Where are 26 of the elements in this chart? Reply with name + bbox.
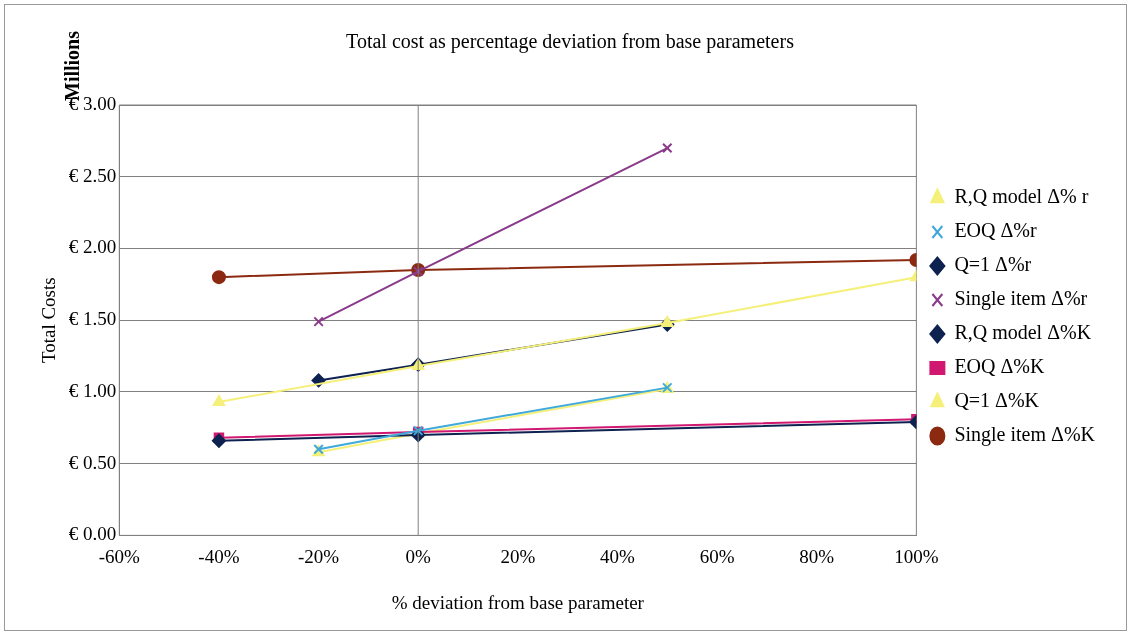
legend-label: Q=1 Δ%K [954,389,1040,412]
legend-label: Single item Δ%K [954,423,1096,447]
x-tick-label: -60% [98,545,141,567]
y-axis-title: Total Costs [38,277,60,364]
chart-title: Total cost as percentage deviation from base parameters [346,30,795,54]
legend-label: R,Q model Δ%K [954,321,1092,344]
legend-label: EOQ Δ%K [954,355,1045,378]
y-tick-label: € 2.00 [68,236,117,258]
x-tick-label: 20% [500,545,536,567]
y-tick-label: € 1.00 [68,379,117,401]
x-tick-label: -20% [297,545,340,567]
x-tick-label: 80% [799,545,835,567]
legend-label: R,Q model Δ% r [954,185,1089,208]
y-tick-label: € 0.50 [68,451,117,473]
y-tick-label: € 1.50 [68,308,117,330]
x-tick-label: 60% [699,545,735,567]
legend-label: Q=1 Δ%r [954,253,1032,276]
x-tick-label: 40% [600,545,636,567]
y-tick-label: € 2.50 [68,164,117,186]
x-tick-label: -40% [198,545,240,567]
y-tick-label: € 0.00 [68,523,117,545]
x-tick-label: 100% [894,545,939,567]
legend-label: EOQ Δ%r [954,219,1037,242]
x-axis-title: % deviation from base parameter [391,591,645,613]
legend-label: Single item Δ%r [954,287,1088,311]
x-tick-label: 0% [405,545,432,567]
